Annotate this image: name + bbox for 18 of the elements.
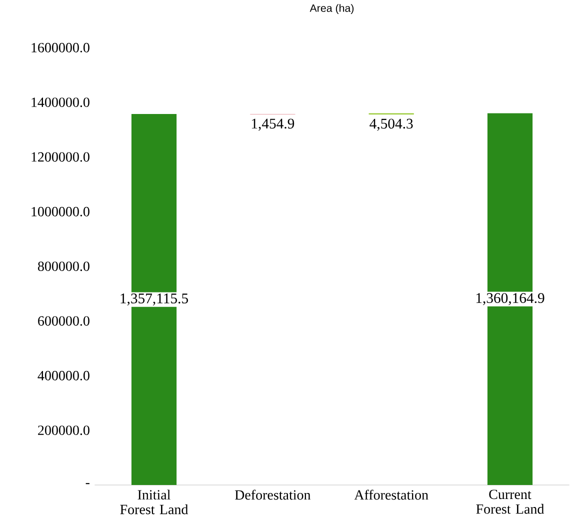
y-tick-label: 1000000.0 (32, 206, 90, 216)
data-label: 1,360,164.9 (476, 293, 544, 306)
y-tick-label: 400000.0 (38, 370, 90, 380)
x-tick-label: Afforestation (354, 490, 428, 500)
y-tick-label: 800000.0 (38, 262, 90, 272)
x-tick-label: Initial Forest Land (120, 490, 188, 514)
data-label: 1,454.9 (252, 118, 294, 131)
y-tick-label: 600000.0 (38, 316, 90, 326)
x-tick-label: Current Forest Land (476, 490, 544, 514)
y-tick-label: 1400000.0 (32, 98, 90, 108)
data-label: 4,504.3 (370, 118, 413, 131)
data-label: 1,357,115.5 (120, 294, 188, 306)
chart-title: Area (ha) (310, 4, 354, 14)
y-tick-label: - (86, 483, 90, 484)
y-tick-label: 1600000.0 (32, 42, 90, 52)
y-tick-label: 200000.0 (38, 426, 90, 436)
x-tick-label: Deforestation (234, 490, 311, 500)
y-tick-label: 1200000.0 (32, 152, 90, 162)
